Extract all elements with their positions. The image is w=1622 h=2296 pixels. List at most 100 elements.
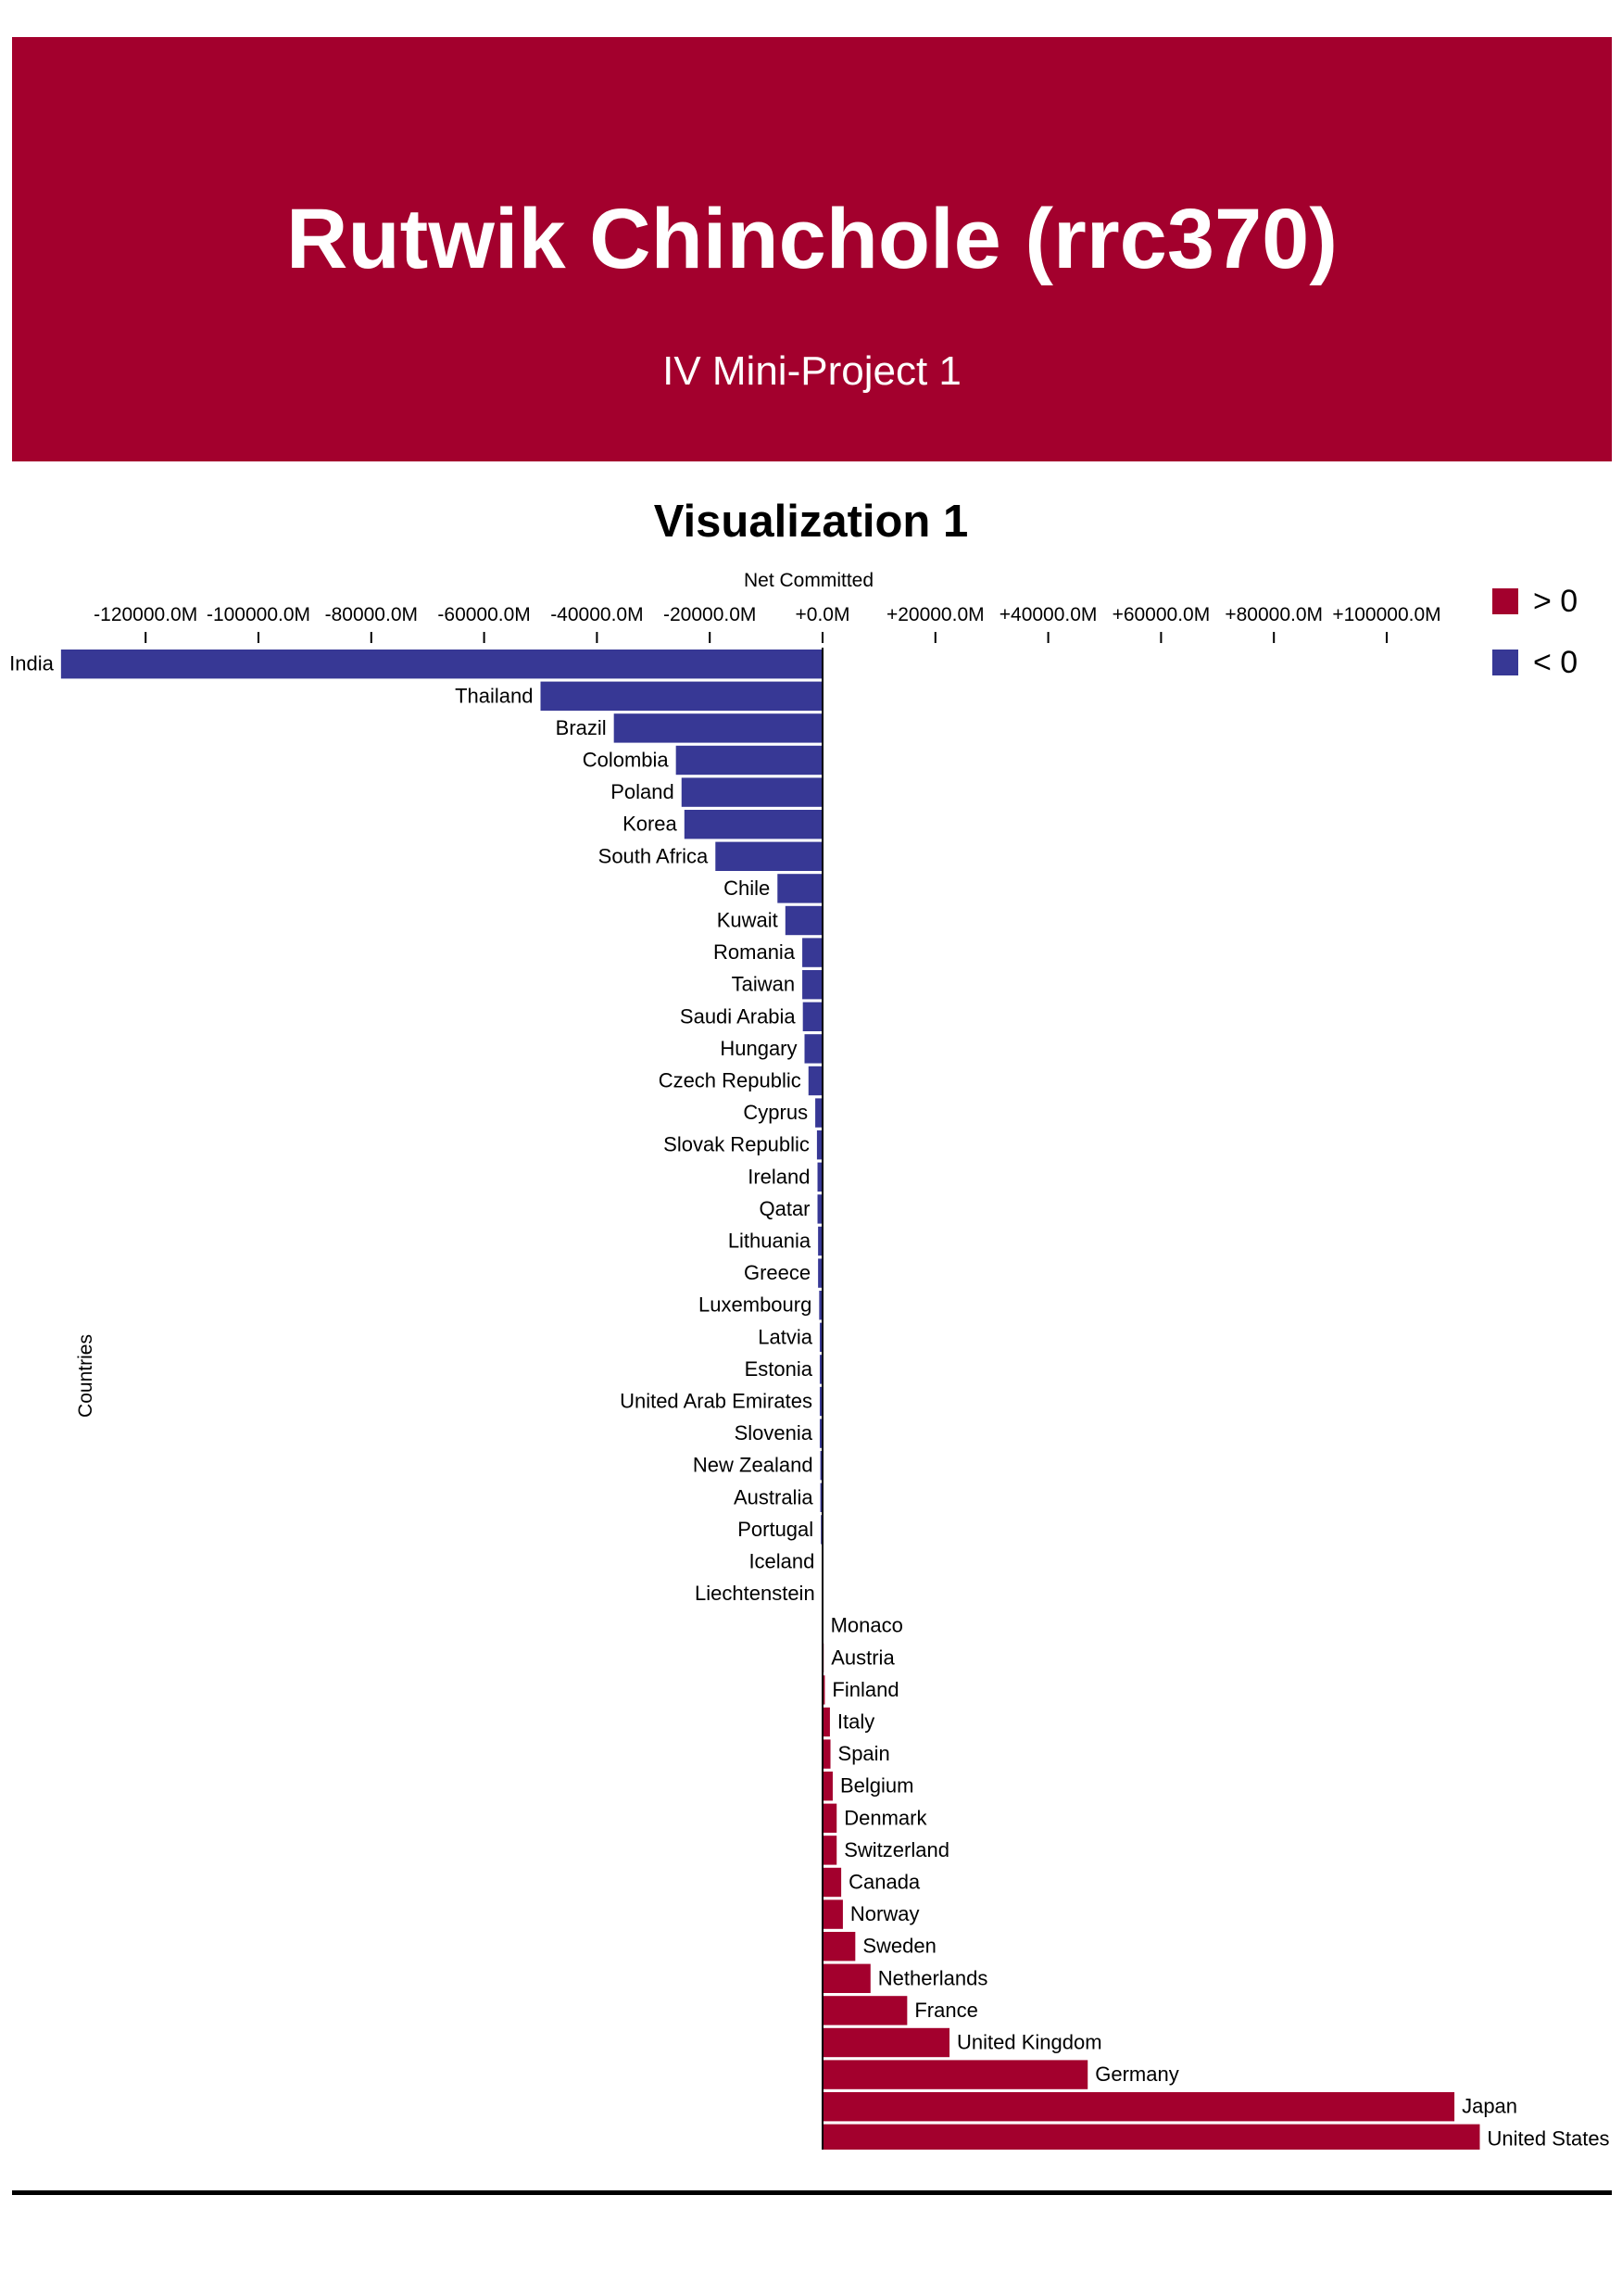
x-tick-label: -20000.0M: [663, 604, 756, 625]
bar: [823, 1772, 833, 1801]
bar: [823, 1899, 843, 1929]
category-label: Estonia: [745, 1357, 813, 1381]
category-label: Germany: [1095, 2063, 1178, 2086]
x-tick-label: +0.0M: [796, 604, 850, 625]
bars: [60, 650, 1480, 2150]
category-label: Portugal: [737, 1518, 813, 1541]
category-label: Latvia: [758, 1325, 812, 1348]
category-label: Austria: [831, 1646, 895, 1669]
category-label: Taiwan: [732, 973, 795, 996]
category-label: New Zealand: [693, 1454, 813, 1477]
bar: [684, 810, 823, 839]
bar: [823, 2124, 1480, 2150]
x-tick-label: +20000.0M: [886, 604, 985, 625]
page-subtitle: IV Mini-Project 1: [662, 348, 962, 394]
category-label: Czech Republic: [659, 1069, 801, 1092]
bar: [818, 1226, 823, 1256]
category-label: United States: [1487, 2126, 1609, 2150]
bar: [681, 777, 823, 807]
bar: [823, 1963, 871, 1993]
category-label: Norway: [850, 1902, 920, 1925]
bar: [819, 1419, 823, 1448]
bar: [823, 1932, 856, 1962]
x-axis-label: Net Committed: [744, 570, 874, 591]
bar: [823, 1707, 830, 1737]
x-tick-label: +40000.0M: [1000, 604, 1098, 625]
x-tick-label: +80000.0M: [1225, 604, 1323, 625]
visualization-title: Visualization 1: [653, 497, 969, 547]
category-label: Brazil: [556, 716, 607, 739]
bar: [818, 1258, 823, 1288]
bar: [819, 1291, 823, 1320]
bar: [823, 1996, 908, 2025]
category-label: United Kingdom: [957, 2031, 1102, 2054]
bar: [823, 2027, 950, 2058]
category-label: Denmark: [844, 1806, 927, 1829]
bar: [613, 713, 823, 743]
bar: [820, 1482, 823, 1512]
bar: [823, 1836, 837, 1865]
category-label: Belgium: [840, 1774, 913, 1798]
category-label: Kuwait: [717, 909, 778, 932]
category-label: Slovak Republic: [663, 1133, 810, 1156]
legend-label: > 0: [1533, 584, 1578, 619]
category-label: France: [914, 1999, 977, 2022]
bar: [823, 1675, 825, 1705]
bar: [675, 745, 823, 776]
category-label: Thailand: [455, 684, 533, 707]
bar: [819, 1355, 823, 1384]
category-label: Poland: [610, 780, 674, 803]
bar: [802, 970, 823, 1000]
bar: [816, 1130, 823, 1160]
bar: [819, 1386, 823, 1417]
x-tick-label: -60000.0M: [437, 604, 530, 625]
category-label: Chile: [723, 877, 770, 900]
bar: [715, 841, 823, 871]
bar: [823, 1739, 831, 1769]
x-tick-label: -80000.0M: [325, 604, 418, 625]
category-label: Italy: [837, 1710, 874, 1734]
bar: [808, 1066, 823, 1096]
bar-labels: India Thailand Brazil Colombia Poland Korea So…: [9, 652, 1609, 2150]
category-label: India: [9, 652, 54, 675]
category-label: Canada: [849, 1871, 921, 1894]
category-label: Netherlands: [878, 1966, 988, 1989]
category-label: Australia: [734, 1485, 813, 1508]
category-label: Greece: [744, 1261, 811, 1284]
category-label: Iceland: [748, 1550, 814, 1573]
legend-swatch: [1492, 650, 1518, 675]
x-tick-label: +60000.0M: [1113, 604, 1211, 625]
bar: [540, 681, 823, 711]
category-label: Hungary: [720, 1037, 797, 1060]
category-label: Qatar: [759, 1197, 810, 1220]
bar: [777, 874, 823, 903]
bar: [815, 1098, 823, 1128]
bar: [823, 2092, 1455, 2122]
x-tick-label: -40000.0M: [550, 604, 643, 625]
legend: > 0 < 0: [1492, 584, 1578, 680]
bar: [819, 1322, 823, 1352]
category-label: Sweden: [862, 1935, 937, 1958]
x-tick-label: -100000.0M: [207, 604, 310, 625]
category-label: Romania: [713, 940, 796, 964]
bar: [823, 1867, 842, 1898]
legend-swatch: [1492, 588, 1518, 614]
x-tick-label: -120000.0M: [94, 604, 197, 625]
category-label: Saudi Arabia: [680, 1004, 797, 1028]
bar: [785, 905, 823, 936]
category-label: Cyprus: [743, 1101, 808, 1124]
category-label: Slovenia: [735, 1421, 813, 1444]
category-label: Japan: [1462, 2095, 1517, 2118]
x-tick-label: +100000.0M: [1332, 604, 1440, 625]
bar: [820, 1451, 823, 1481]
category-label: Liechtenstein: [695, 1582, 815, 1605]
x-axis: -120000.0M -100000.0M -80000.0M -60000.0M -4…: [94, 604, 1441, 643]
bar: [804, 1034, 823, 1064]
category-label: Monaco: [831, 1614, 903, 1637]
category-label: Colombia: [583, 749, 670, 772]
header-banner: Rutwik Chinchole (rrc370) IV Mini-Projec…: [12, 37, 1612, 461]
category-label: Ireland: [748, 1165, 810, 1188]
bottom-divider: [12, 2190, 1612, 2195]
bar: [817, 1194, 823, 1224]
category-label: Spain: [838, 1742, 890, 1765]
